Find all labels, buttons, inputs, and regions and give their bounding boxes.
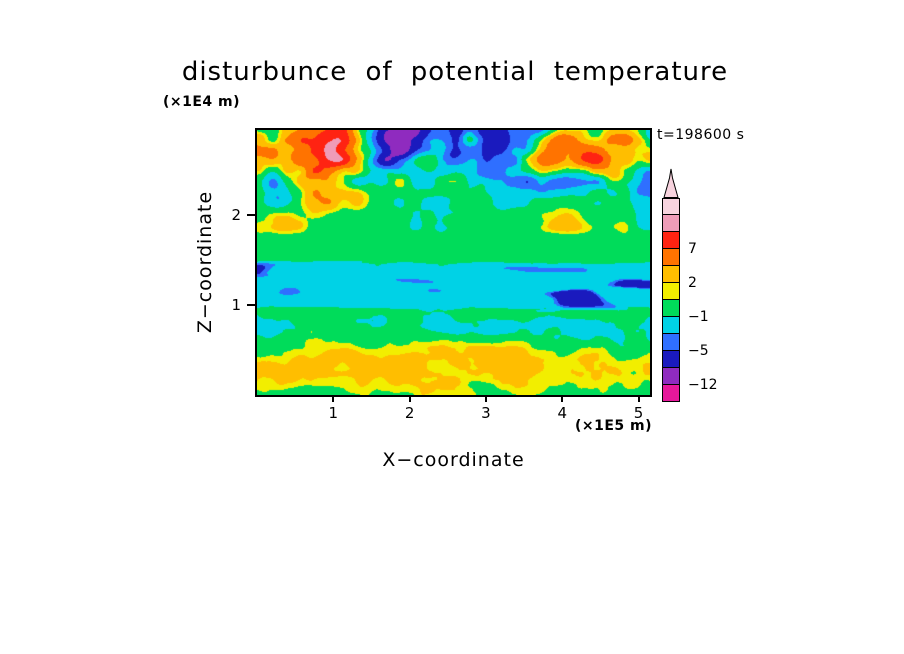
- chart-title: disturbunce of potential temperature: [181, 57, 729, 87]
- colorbar-segments: [662, 198, 680, 402]
- z-axis-tick: [247, 304, 255, 307]
- x-axis-tick: [484, 395, 487, 402]
- colorbar-segment: [662, 283, 680, 300]
- colorbar-segment: [662, 249, 680, 266]
- x-axis-unit-label: (×1E5 m): [574, 418, 652, 434]
- plot-area: [255, 128, 652, 397]
- colorbar-segment: [662, 351, 680, 368]
- z-axis-tick-label: 1: [231, 296, 241, 315]
- colorbar: [662, 168, 680, 402]
- colorbar-segment: [662, 198, 680, 215]
- colorbar-segment: [662, 232, 680, 249]
- colorbar-overflow-arrow-icon: [663, 168, 679, 198]
- z-axis-unit-label: (×1E4 m): [163, 94, 241, 110]
- colorbar-segment: [662, 385, 680, 402]
- x-axis-tick: [332, 395, 335, 402]
- x-axis-tick-label: 3: [481, 404, 491, 422]
- colorbar-tick-label: 2: [688, 275, 697, 291]
- colorbar-segment: [662, 266, 680, 283]
- colorbar-tick-label: −12: [688, 377, 718, 393]
- x-axis-tick: [408, 395, 411, 402]
- colorbar-tick-label: −1: [688, 309, 709, 325]
- colorbar-segment: [662, 300, 680, 317]
- x-axis-tick-label: 1: [328, 404, 339, 422]
- x-axis-tick-label: 5: [633, 404, 644, 422]
- x-axis-tick-label: 2: [404, 404, 415, 422]
- time-label: t=198600 s: [657, 127, 745, 143]
- z-axis-tick-label: 2: [231, 206, 241, 225]
- x-axis-tick-label: 4: [557, 404, 567, 422]
- colorbar-segment: [662, 317, 680, 334]
- x-axis-title: X−coordinate: [382, 449, 525, 471]
- x-axis-tick: [637, 395, 640, 402]
- colorbar-segment: [662, 368, 680, 385]
- x-axis-tick: [561, 395, 564, 402]
- colorbar-segment: [662, 334, 680, 351]
- colorbar-tick-label: −5: [688, 343, 709, 359]
- colorbar-tick-label: 7: [688, 241, 697, 257]
- z-axis-tick: [247, 214, 255, 217]
- contour-field-canvas: [257, 130, 650, 395]
- colorbar-segment: [662, 215, 680, 232]
